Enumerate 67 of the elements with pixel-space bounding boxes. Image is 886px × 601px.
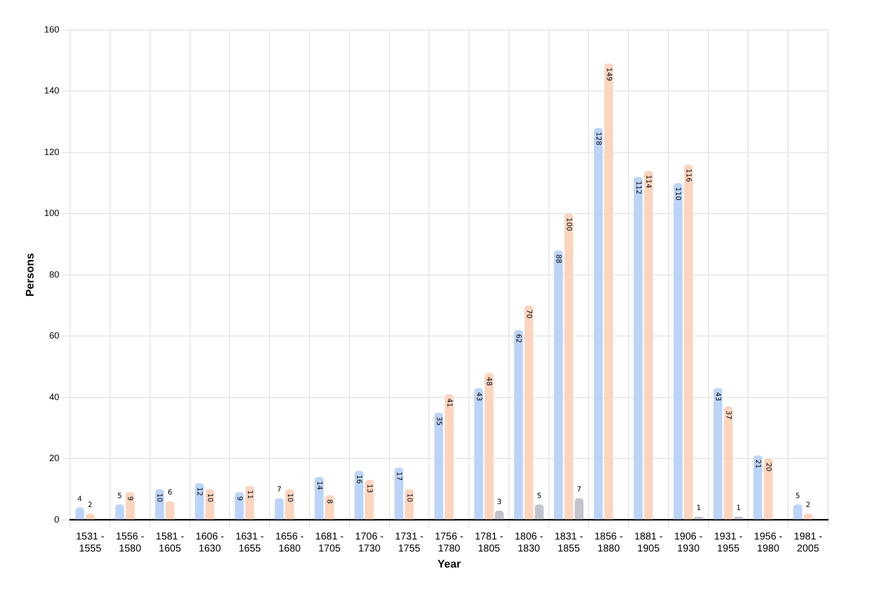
y-tick-label: 120 [44,146,60,157]
x-tick-label: 1881 - 1905 [634,532,663,555]
x-tick-label: 1731 - 1755 [395,532,424,555]
bar [364,480,374,520]
bar [714,388,722,520]
bar [166,501,174,520]
x-tick-label: 1531 - 1555 [76,532,104,555]
bar [604,64,614,520]
x-tick-label: 1906 - 1930 [674,532,703,555]
bar [494,510,504,520]
x-tick-label: 1706 - 1730 [355,532,384,555]
x-tick-label: 1756 - 1780 [434,532,464,555]
bar [514,330,523,520]
bar [75,508,84,520]
bar [753,456,762,520]
bar [474,388,484,520]
y-tick-label: 20 [49,453,60,464]
x-tick-label: 1856 - 1880 [594,532,623,555]
bar [484,372,494,520]
x-tick-label: 1656 - 1680 [275,532,304,555]
bar [274,498,284,520]
x-tick-label: 1931 - 1955 [714,532,742,555]
bar [724,406,733,520]
bar [554,250,563,520]
x-tick-label: 1606 - 1630 [196,532,224,555]
bar [574,498,584,520]
y-tick-label: 100 [44,208,60,218]
y-tick-label: 80 [49,269,60,280]
x-tick-label: 1581 - 1605 [156,532,184,555]
y-axis-title: Persons [24,253,37,297]
bar [115,504,124,520]
x-tick-label: 1631 - 1655 [236,532,264,555]
bar [793,504,802,520]
bar [444,394,454,520]
x-tick-label: 1981 - 2005 [794,532,822,555]
bar [524,306,534,520]
x-tick-label: 1956 - 1980 [754,532,782,555]
y-tick-label: 60 [49,330,60,341]
bar [684,164,693,520]
bar [325,495,334,520]
x-tick-label: 1681 - 1705 [315,532,344,555]
y-tick-label: 140 [44,86,60,96]
bar [285,489,294,520]
bar [245,486,254,520]
bar [155,489,164,520]
bar [234,492,244,520]
x-tick-label: 1806 - 1830 [514,532,544,555]
bar [354,470,364,520]
x-tick-label: 1831 - 1855 [554,532,583,555]
bar [644,170,653,520]
x-axis-title: Year [437,558,462,570]
y-tick-label: 40 [49,392,60,402]
bar [434,412,444,520]
bar [634,176,643,520]
bar [594,128,603,520]
bar [564,214,574,520]
y-tick-label: 0 [54,514,60,524]
bar [534,504,544,520]
bar [314,476,324,520]
bar [674,183,682,520]
bar [195,483,204,520]
x-tick-label: 1556 - 1580 [116,532,144,555]
x-tick-label: 1781 - 1805 [474,532,504,555]
bar [394,468,404,520]
bar [764,458,773,520]
y-tick-label: 160 [44,24,60,34]
bar [126,492,134,520]
